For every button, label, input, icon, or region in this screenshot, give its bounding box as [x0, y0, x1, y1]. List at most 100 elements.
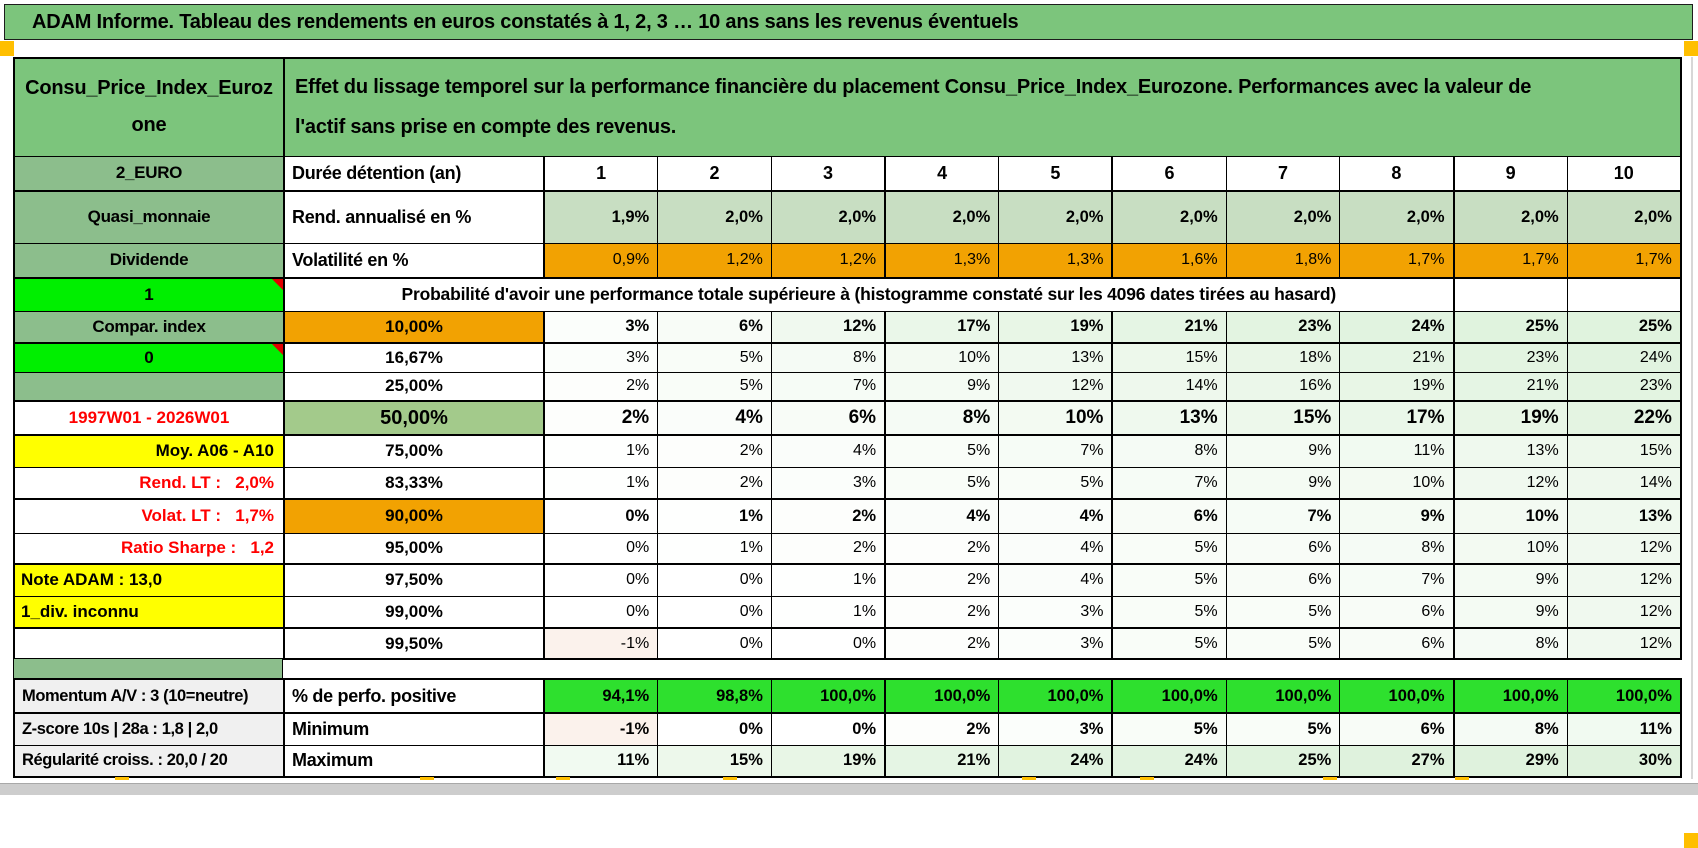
row-label-cell[interactable] [13, 371, 285, 402]
value-cell-col4[interactable]: 2% [884, 712, 1000, 746]
value-cell-col5[interactable]: 2,0% [998, 190, 1114, 244]
value-cell-col5[interactable]: 4% [998, 532, 1114, 565]
value-cell-col2[interactable]: 5% [657, 371, 772, 402]
value-cell-col3[interactable]: 6% [770, 400, 887, 436]
row-label-cell[interactable]: Dividende [13, 242, 285, 279]
sheet-title[interactable]: ADAM Informe. Tableau des rendements en … [4, 4, 1693, 40]
value-cell-col1[interactable]: 1,9% [543, 190, 659, 244]
value-cell-col5[interactable]: 100,0% [998, 678, 1114, 714]
value-cell-col5[interactable]: 3% [998, 595, 1114, 629]
value-cell-col10[interactable]: 30% [1566, 744, 1682, 778]
value-cell-col6[interactable]: 100,0% [1111, 678, 1227, 714]
value-cell-col7[interactable]: 9% [1225, 434, 1341, 468]
value-cell-col5[interactable]: 12% [998, 371, 1114, 402]
value-cell-col10[interactable]: 13% [1566, 498, 1682, 534]
param-cell[interactable]: 99,00% [283, 595, 545, 629]
value-cell-col10[interactable]: 12% [1566, 627, 1682, 660]
value-cell-col2[interactable]: 1% [657, 532, 772, 565]
value-cell-col8[interactable]: 10% [1339, 466, 1455, 500]
row-label-cell[interactable]: Note ADAM : 13,0 [13, 563, 285, 597]
value-cell-col4[interactable]: 5% [884, 434, 1000, 468]
value-cell-col8[interactable]: 8 [1339, 155, 1455, 192]
row-label-cell[interactable]: 1 [13, 277, 285, 312]
value-cell-col8[interactable]: 9% [1339, 498, 1455, 534]
bottom-scroll-band[interactable] [0, 783, 1698, 795]
param-cell[interactable]: 75,00% [283, 434, 545, 468]
value-cell-col9[interactable]: 21% [1453, 371, 1568, 402]
value-cell-col5[interactable]: 5 [998, 155, 1114, 192]
value-cell-col3[interactable]: 3% [770, 466, 887, 500]
value-cell-col8[interactable]: 8% [1339, 532, 1455, 565]
value-cell-col4[interactable]: 21% [884, 744, 1000, 778]
value-cell-col2[interactable]: 5% [657, 342, 772, 373]
value-cell-col1[interactable]: 2% [543, 371, 659, 402]
value-cell-col9[interactable]: 9% [1453, 563, 1568, 597]
value-cell-col4[interactable]: 2% [884, 563, 1000, 597]
value-cell-col8[interactable]: 6% [1339, 712, 1455, 746]
value-cell-col5[interactable]: 24% [998, 744, 1114, 778]
value-cell-col4[interactable]: 17% [884, 310, 1000, 344]
param-cell[interactable]: 10,00% [283, 310, 545, 344]
value-cell-col2[interactable]: 2 [657, 155, 772, 192]
value-cell-col6[interactable]: 21% [1111, 310, 1227, 344]
value-cell-col2[interactable]: 6% [657, 310, 772, 344]
probability-header-cell[interactable]: Probabilité d'avoir une performance tota… [283, 277, 1455, 312]
value-cell-col7[interactable]: 18% [1225, 342, 1341, 373]
value-cell-col9[interactable]: 100,0% [1453, 678, 1568, 714]
value-cell-col10[interactable]: 11% [1566, 712, 1682, 746]
value-cell-col5[interactable]: 4% [998, 563, 1114, 597]
value-cell-col7[interactable]: 5% [1225, 712, 1341, 746]
value-cell-col5[interactable]: 1,3% [998, 242, 1114, 279]
value-cell-col4[interactable]: 8% [884, 400, 1000, 436]
value-cell-col1[interactable]: 3% [543, 342, 659, 373]
value-cell-col10[interactable]: 25% [1566, 310, 1682, 344]
row-label-cell[interactable]: Z-score 10s | 28a : 1,8 | 2,0 [13, 712, 285, 746]
value-cell-col5[interactable]: 19% [998, 310, 1114, 344]
value-cell-col1[interactable]: 11% [543, 744, 659, 778]
param-cell[interactable]: 99,50% [283, 627, 545, 660]
param-cell[interactable]: 16,67% [283, 342, 545, 373]
value-cell-col4[interactable]: 2,0% [884, 190, 1000, 244]
value-cell-col2[interactable]: 0% [657, 563, 772, 597]
value-cell-col7[interactable]: 16% [1225, 371, 1341, 402]
value-cell-col3[interactable]: 1% [770, 563, 887, 597]
value-cell-col7[interactable]: 7% [1225, 498, 1341, 534]
value-cell-col4[interactable]: 1,3% [884, 242, 1000, 279]
value-cell-col2[interactable]: 2,0% [657, 190, 772, 244]
row-label-cell[interactable]: 1_div. inconnu [13, 595, 285, 629]
value-cell-col8[interactable]: 6% [1339, 627, 1455, 660]
value-cell-col6[interactable]: 6% [1111, 498, 1227, 534]
row-label-cell[interactable]: 0 [13, 342, 285, 373]
value-cell-col8[interactable]: 21% [1339, 342, 1455, 373]
value-cell-col7[interactable]: 25% [1225, 744, 1341, 778]
value-cell-col6[interactable]: 14% [1111, 371, 1227, 402]
value-cell-col2[interactable]: 2% [657, 466, 772, 500]
asset-name-cell[interactable]: Consu_Price_Index_Eurozone [13, 57, 285, 157]
value-cell-col8[interactable]: 100,0% [1339, 678, 1455, 714]
value-cell-col2[interactable]: 2% [657, 434, 772, 468]
value-cell-col7[interactable]: 15% [1225, 400, 1341, 436]
value-cell-col3[interactable]: 1% [770, 595, 887, 629]
value-cell-col1[interactable]: 1% [543, 466, 659, 500]
value-cell-col7[interactable]: 2,0% [1225, 190, 1341, 244]
value-cell-col9[interactable]: 10% [1453, 498, 1568, 534]
value-cell-col7[interactable]: 5% [1225, 595, 1341, 629]
value-cell-col3[interactable]: 7% [770, 371, 887, 402]
spacer-cell[interactable] [13, 659, 283, 678]
value-cell-col8[interactable]: 6% [1339, 595, 1455, 629]
value-cell-col2[interactable]: 4% [657, 400, 772, 436]
value-cell-col9[interactable]: 8% [1453, 712, 1568, 746]
row-label-cell[interactable]: 1997W01 - 2026W01 [13, 400, 285, 436]
value-cell-col3[interactable]: 19% [770, 744, 887, 778]
value-cell-col1[interactable]: 0% [543, 498, 659, 534]
value-cell-col1[interactable]: 1% [543, 434, 659, 468]
value-cell-col5[interactable]: 7% [998, 434, 1114, 468]
value-cell-col6[interactable]: 15% [1111, 342, 1227, 373]
value-cell-col1[interactable]: 0,9% [543, 242, 659, 279]
value-cell-col9[interactable]: 23% [1453, 342, 1568, 373]
value-cell-col1[interactable]: 2% [543, 400, 659, 436]
value-cell-col4[interactable]: 9% [884, 371, 1000, 402]
value-cell-col5[interactable]: 3% [998, 627, 1114, 660]
value-cell-col6[interactable]: 8% [1111, 434, 1227, 468]
param-cell[interactable]: 50,00% [283, 400, 545, 436]
